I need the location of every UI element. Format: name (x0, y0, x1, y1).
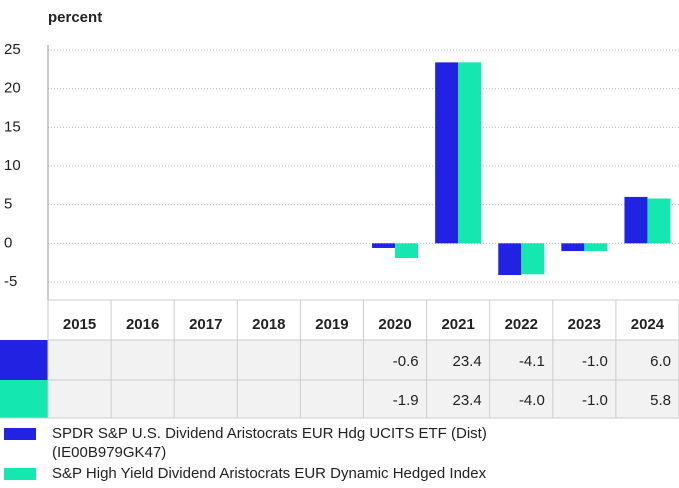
x-tick-label: 2022 (505, 316, 538, 333)
table-value: -4.0 (519, 392, 545, 409)
table-value: -0.6 (393, 353, 419, 370)
legend-item: SPDR S&P U.S. Dividend Aristocrats EUR H… (0, 424, 679, 462)
table-value: -1.0 (582, 392, 608, 409)
legend-label: S&P High Yield Dividend Aristocrats EUR … (52, 465, 487, 482)
table-value: 6.0 (650, 353, 671, 370)
x-tick-label: 2024 (631, 316, 665, 333)
legend-label: SPDR S&P U.S. Dividend Aristocrats EUR H… (52, 425, 487, 461)
x-tick-label: 2018 (252, 316, 285, 333)
y-tick-label: -5 (4, 273, 17, 290)
table-value: -1.0 (582, 353, 608, 370)
x-tick-label: 2017 (189, 316, 222, 333)
row-swatch (0, 340, 48, 380)
table-value: -4.1 (519, 353, 545, 370)
y-tick-label: 5 (4, 196, 12, 213)
y-tick-label: 25 (4, 41, 21, 58)
x-tick-label: 2021 (441, 316, 474, 333)
bar (395, 243, 419, 259)
legend-swatch (4, 468, 36, 480)
y-tick-label: 10 (4, 157, 21, 174)
bar (521, 243, 545, 275)
bar (647, 198, 671, 244)
table-value: 23.4 (452, 353, 481, 370)
x-tick-label: 2016 (126, 316, 159, 333)
chart: percent -5 0 5 10 15 20 25 2015 2016 2017 2018 2019… (0, 9, 679, 419)
x-tick-label: 2023 (568, 316, 601, 333)
bar (458, 62, 482, 244)
x-tick-label: 2015 (63, 316, 96, 333)
legend-swatch (4, 428, 36, 440)
y-tick-label: 15 (4, 118, 21, 135)
bar (498, 243, 522, 276)
y-axis-label: percent (48, 9, 102, 26)
bar (561, 243, 585, 252)
bar (372, 243, 396, 248)
bar (435, 62, 459, 244)
legend: SPDR S&P U.S. Dividend Aristocrats EUR H… (0, 424, 679, 485)
legend-item: S&P High Yield Dividend Aristocrats EUR … (0, 464, 679, 483)
row-swatch (0, 380, 48, 418)
bar (624, 196, 648, 244)
x-tick-label: 2020 (378, 316, 411, 333)
table-value: 5.8 (650, 392, 671, 409)
table-value: 23.4 (452, 392, 481, 409)
table-value: -1.9 (393, 392, 419, 409)
bar (584, 243, 608, 252)
y-tick-label: 20 (4, 80, 21, 97)
y-tick-label: 0 (4, 234, 12, 251)
x-tick-label: 2019 (315, 316, 348, 333)
